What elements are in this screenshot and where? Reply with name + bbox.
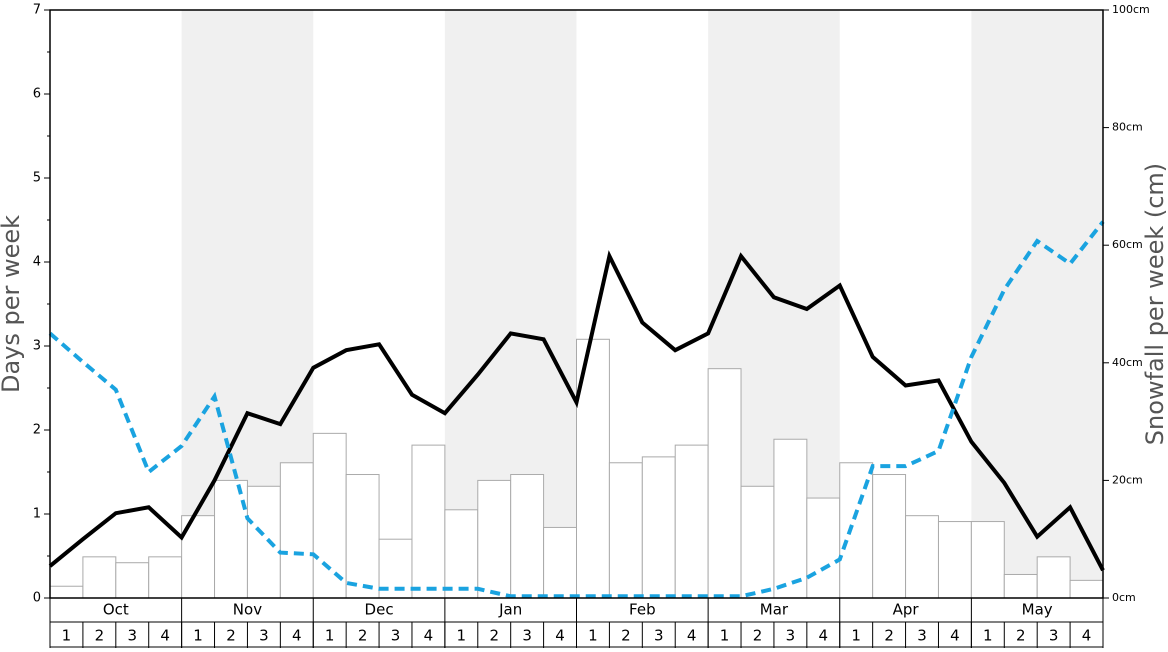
y-tick-label: 4 (33, 255, 41, 270)
bar (905, 515, 939, 599)
bar (345, 474, 380, 599)
week-label: 4 (950, 627, 960, 645)
week-label: 2 (621, 627, 631, 645)
week-label: 4 (555, 627, 565, 645)
y-tick-label: 3 (33, 339, 41, 354)
bar (806, 497, 841, 599)
week-label: 2 (95, 627, 105, 645)
line-series (48, 220, 1105, 599)
bar (115, 562, 150, 599)
month-shade (971, 10, 1103, 598)
bar (1036, 556, 1071, 599)
week-label: 1 (325, 627, 335, 645)
week-label: 1 (720, 627, 730, 645)
bar (773, 438, 808, 599)
y-tick-label: 2 (33, 423, 41, 438)
month-label: Nov (233, 601, 262, 619)
bar (674, 444, 709, 599)
bar (1069, 579, 1104, 599)
week-label: 4 (1082, 627, 1092, 645)
week-label: 3 (1049, 627, 1059, 645)
week-label: 1 (851, 627, 861, 645)
bar (1003, 573, 1038, 599)
y-tick-label: 1 (33, 507, 41, 522)
week-label: 2 (489, 627, 499, 645)
y-tick-label: 6 (33, 87, 41, 102)
bar (444, 509, 479, 599)
y2-tick-label: 100cm (1112, 3, 1150, 16)
y2-axis-label: Snowfall per week (cm) (1141, 163, 1168, 445)
week-label: 4 (819, 627, 829, 645)
week-label: 3 (522, 627, 532, 645)
week-label: 1 (62, 627, 72, 645)
y-tick-label: 0 (33, 591, 41, 606)
week-label: 1 (193, 627, 203, 645)
y-tick-label: 5 (33, 171, 41, 186)
y2-tick-label: 0cm (1112, 591, 1136, 604)
bar (872, 474, 907, 599)
line-series (48, 250, 1105, 572)
week-label: 2 (226, 627, 236, 645)
week-label: 3 (786, 627, 796, 645)
y2-tick-label: 60cm (1112, 238, 1143, 251)
bar (543, 526, 577, 599)
month-label: Apr (893, 601, 920, 619)
bar (641, 456, 676, 599)
bar (477, 479, 512, 599)
week-label: 2 (884, 627, 894, 645)
week-label: 4 (160, 627, 170, 645)
week-label: 3 (391, 627, 401, 645)
week-label: 4 (292, 627, 302, 645)
month-label: Mar (760, 601, 789, 619)
week-label: 1 (457, 627, 467, 645)
bar (82, 556, 117, 599)
bar (279, 462, 314, 599)
bar (214, 479, 248, 599)
month-label: Dec (365, 601, 394, 619)
week-label: 2 (358, 627, 368, 645)
week-label: 2 (1016, 627, 1026, 645)
bar (510, 474, 545, 599)
week-label: 4 (424, 627, 434, 645)
bar (411, 444, 446, 599)
month-label: Feb (629, 601, 656, 619)
y2-tick-label: 40cm (1112, 356, 1143, 369)
bar (312, 432, 347, 599)
week-label: 1 (588, 627, 598, 645)
bar (608, 462, 643, 599)
month-label: Jan (498, 601, 522, 619)
y2-tick-label: 80cm (1112, 121, 1143, 134)
week-label: 4 (687, 627, 697, 645)
bar (970, 521, 1005, 599)
y2-tick-label: 20cm (1112, 473, 1143, 486)
week-label: 2 (753, 627, 763, 645)
bar (148, 556, 183, 599)
month-label: Oct (103, 601, 129, 619)
bar (937, 521, 972, 599)
week-label: 1 (983, 627, 993, 645)
bar (707, 368, 742, 599)
bar (246, 485, 281, 599)
bar (49, 585, 84, 599)
week-label: 3 (654, 627, 664, 645)
month-label: May (1022, 601, 1053, 619)
y-axis-label: Days per week (0, 215, 25, 393)
y-tick-label: 7 (33, 3, 41, 18)
week-label: 3 (259, 627, 269, 645)
bar (740, 485, 775, 599)
week-label: 3 (917, 627, 927, 645)
week-label: 3 (127, 627, 137, 645)
